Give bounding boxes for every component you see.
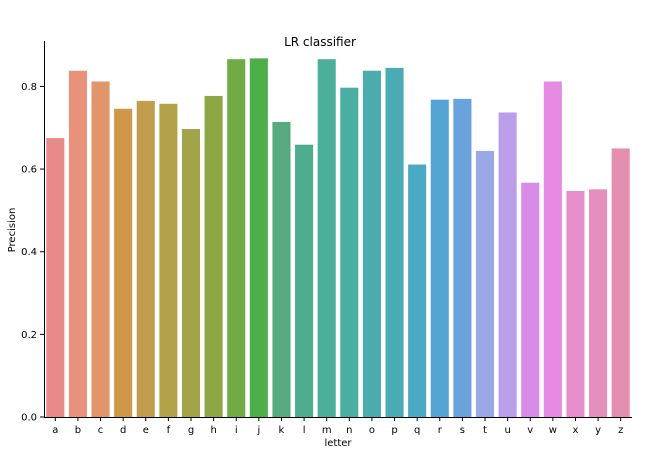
bar-e	[136, 100, 155, 417]
x-tick-label-m: m	[322, 425, 332, 436]
bar-m	[317, 59, 336, 418]
bar-v	[521, 182, 540, 417]
x-tick-label-v: v	[527, 425, 533, 436]
bar-s	[453, 98, 472, 417]
x-tick-label-t: t	[483, 425, 487, 436]
bar-r	[430, 99, 449, 418]
bar-a	[46, 138, 65, 417]
bar-d	[114, 108, 133, 417]
bar-c	[91, 81, 110, 418]
x-tick-label-r: r	[438, 425, 443, 436]
y-tick-label-2: 0.4	[21, 247, 37, 258]
bar-p	[385, 67, 404, 418]
y-axis-ticks: 0.0 0.2 0.4 0.6 0.8	[21, 82, 44, 424]
x-tick-label-k: k	[279, 425, 285, 436]
bar-i	[227, 59, 246, 418]
bar-l	[295, 144, 314, 417]
bar-u	[498, 112, 517, 417]
bar-g	[181, 129, 201, 417]
bar-y	[589, 189, 608, 417]
bar-o	[362, 70, 381, 417]
x-tick-label-a: a	[52, 425, 58, 436]
bar-h	[204, 95, 223, 417]
bar-w	[543, 81, 562, 418]
x-tick-label-c: c	[98, 425, 104, 436]
x-tick-label-s: s	[460, 425, 465, 436]
x-tick-label-q: q	[414, 425, 420, 436]
bar-k	[272, 121, 291, 417]
x-tick-label-o: o	[369, 425, 375, 436]
bar-b	[68, 70, 87, 417]
x-tick-label-y: y	[595, 425, 601, 436]
bar-z	[611, 148, 630, 417]
x-tick-label-j: j	[256, 425, 260, 436]
y-tick-label-1: 0.2	[21, 330, 37, 341]
x-tick-label-l: l	[303, 425, 306, 436]
y-tick-label-3: 0.6	[21, 165, 37, 176]
x-tick-label-n: n	[346, 425, 352, 436]
x-tick-label-e: e	[143, 425, 149, 436]
x-tick-label-b: b	[75, 425, 81, 436]
x-tick-label-z: z	[618, 425, 623, 436]
y-axis-label: Precision	[7, 208, 18, 253]
bars-group	[46, 58, 630, 418]
x-tick-label-d: d	[120, 425, 126, 436]
x-tick-label-x: x	[572, 425, 578, 436]
bar-j	[249, 58, 268, 417]
x-tick-label-g: g	[188, 425, 194, 436]
bar-x	[566, 190, 585, 417]
chart-title: LR classifier	[284, 35, 356, 49]
bar-t	[475, 150, 495, 417]
x-tick-label-w: w	[549, 425, 557, 436]
bar-q	[408, 164, 427, 417]
x-axis-label: letter	[324, 438, 352, 449]
y-tick-label-4: 0.8	[21, 82, 37, 93]
x-tick-label-h: h	[210, 425, 216, 436]
x-axis-ticks: a b c d e f g h i j k l m n o p q r s t u v w x y z	[52, 417, 623, 436]
x-tick-label-u: u	[504, 425, 510, 436]
x-tick-label-i: i	[235, 425, 238, 436]
x-tick-label-p: p	[391, 425, 397, 436]
x-tick-label-f: f	[167, 425, 171, 436]
y-tick-label-0: 0.0	[21, 413, 37, 424]
bar-f	[159, 103, 178, 418]
bar-n	[340, 87, 359, 417]
